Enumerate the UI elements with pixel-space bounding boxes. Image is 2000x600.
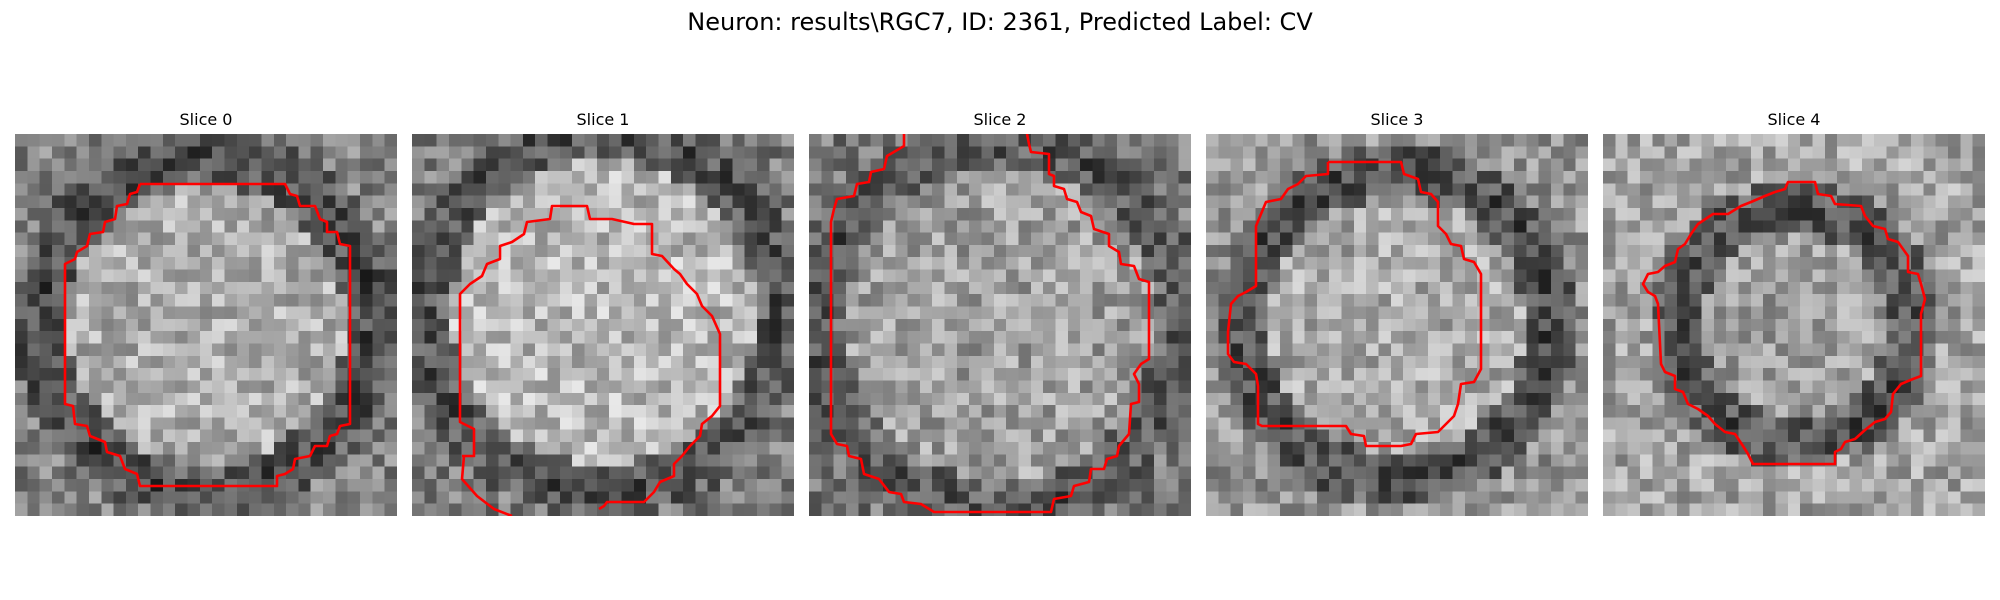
slice-panel-3: Slice 3: [1206, 108, 1588, 524]
slice-title-4: Slice 4: [1767, 110, 1821, 129]
contour-line: [63, 182, 352, 488]
contour-line: [460, 455, 513, 516]
slice-title-2: Slice 2: [973, 110, 1027, 129]
slice-pixels: [809, 134, 1191, 516]
contour-line: [458, 204, 722, 511]
figure-suptitle: Neuron: results\RGC7, ID: 2361, Predicte…: [687, 8, 1313, 36]
slice-title-1: Slice 1: [576, 110, 630, 129]
slice-image-0: [15, 134, 397, 516]
slice-image-2: [809, 134, 1191, 516]
contour-line: [1641, 180, 1927, 466]
slice-title-3: Slice 3: [1370, 110, 1424, 129]
slice-title-0: Slice 0: [179, 110, 233, 129]
slice-image-3: [1206, 134, 1588, 516]
slice-panel-0: Slice 0: [15, 108, 397, 524]
contour-line: [1226, 160, 1483, 448]
slice-panel-4: Slice 4: [1603, 108, 1985, 524]
slice-pixels: [15, 134, 397, 516]
contour-line: [829, 134, 1151, 514]
slice-pixels: [1206, 134, 1588, 516]
slice-image-1: [412, 134, 794, 516]
slice-image-4: [1603, 134, 1985, 516]
slice-panel-2: Slice 2: [809, 108, 1191, 524]
slice-pixels: [412, 134, 794, 516]
slice-panel-1: Slice 1: [412, 108, 794, 524]
